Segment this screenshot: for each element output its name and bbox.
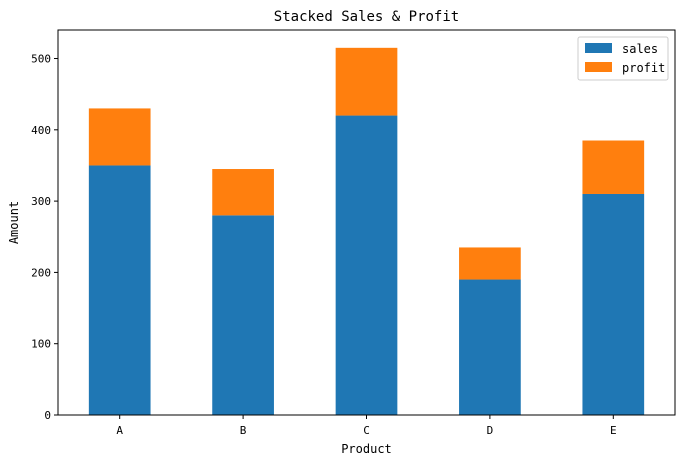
bar-sales-B xyxy=(212,215,274,415)
chart-title: Stacked Sales & Profit xyxy=(274,9,459,25)
x-tick-label-B: B xyxy=(240,424,247,437)
y-tick-label-400: 400 xyxy=(31,124,51,137)
bar-sales-E xyxy=(582,193,645,415)
y-tick-label-0: 0 xyxy=(44,409,51,422)
legend-label-profit: profit xyxy=(622,61,665,75)
axes-layer: 0 100 200 300 400 500 A B C D E xyxy=(31,29,676,437)
y-tick-label-500: 500 xyxy=(31,53,51,66)
y-tick-label-300: 300 xyxy=(31,195,51,208)
x-tick-label-C: C xyxy=(363,424,370,437)
bar-profit-B xyxy=(212,169,274,216)
bar-profit-D xyxy=(459,247,521,280)
bar-sales-A xyxy=(88,165,151,415)
x-tick-label-A: A xyxy=(116,424,123,437)
y-axis-label: Amount xyxy=(7,201,21,244)
bar-profit-C xyxy=(335,47,398,116)
y-tick-label-200: 200 xyxy=(31,266,51,279)
bar-profit-E xyxy=(582,140,645,194)
legend-swatch-sales xyxy=(585,43,612,53)
x-tick-label-D: D xyxy=(487,424,494,437)
legend: sales profit xyxy=(577,36,669,81)
y-tick-label-100: 100 xyxy=(31,338,51,351)
bar-sales-D xyxy=(459,279,521,415)
x-axis-label: Product xyxy=(341,442,392,456)
legend-swatch-profit xyxy=(585,62,612,72)
bars-layer xyxy=(88,47,645,416)
legend-label-sales: sales xyxy=(622,42,658,56)
bar-sales-C xyxy=(335,115,398,416)
x-tick-label-E: E xyxy=(610,424,617,437)
bar-profit-A xyxy=(88,108,151,166)
